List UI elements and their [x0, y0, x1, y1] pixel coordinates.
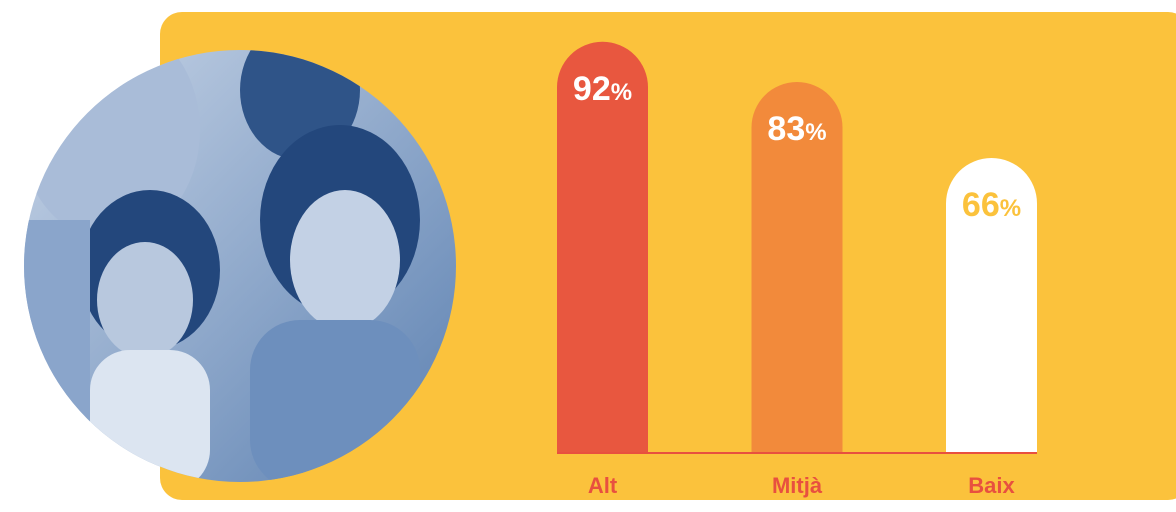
x-tick-label: Alt	[588, 473, 618, 498]
chart: 92%Alt83%Mitjà66%Baix	[0, 0, 1176, 512]
page: {"chart_data": {"type": "bar", "categori…	[0, 0, 1176, 512]
x-tick-label: Mitjà	[772, 473, 823, 498]
x-tick-label: Baix	[968, 473, 1015, 498]
